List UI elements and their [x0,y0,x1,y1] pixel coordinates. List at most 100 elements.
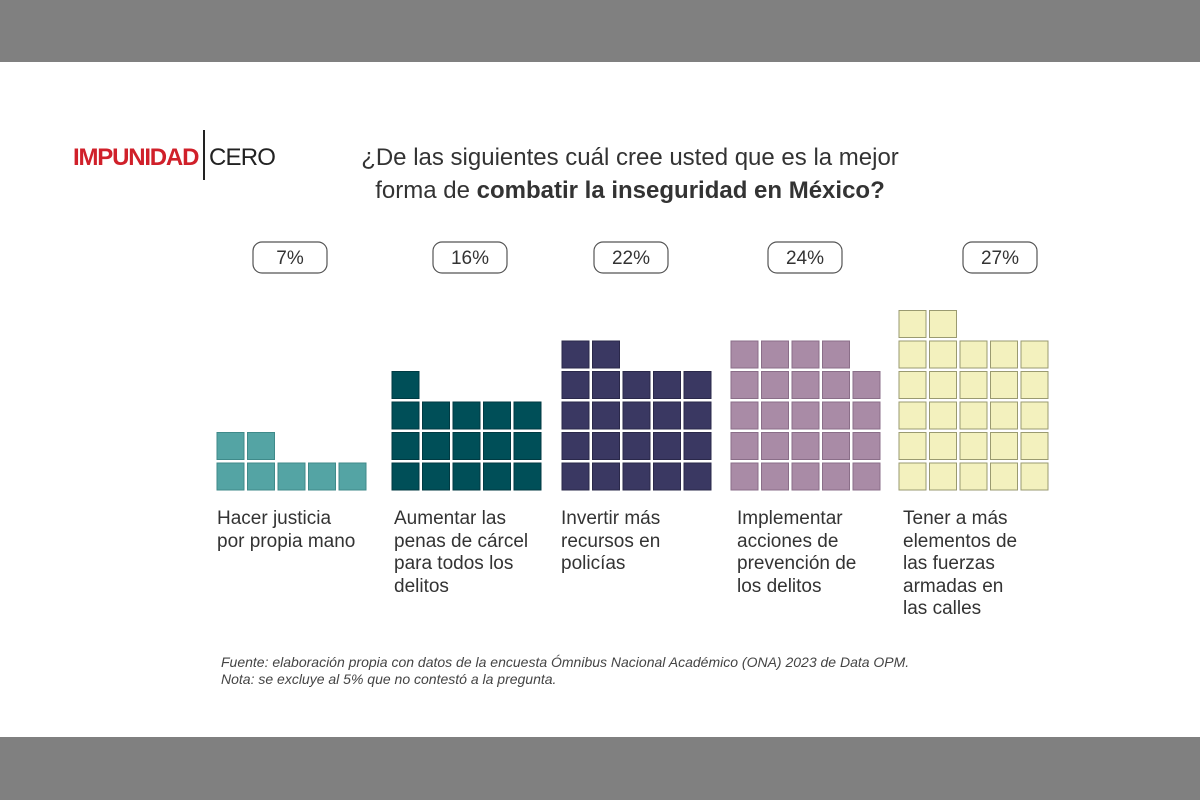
chart-title: ¿De las siguientes cuál cree usted que e… [280,141,980,207]
waffle-square [730,371,759,399]
category-label-line: policías [561,553,626,574]
waffle-square [929,340,957,369]
waffle-square [513,462,542,491]
waffle-square [822,432,850,460]
category-label: Aumentar las penas de cárcel para todos lo… [394,508,528,598]
value-label: 16% [451,248,489,269]
waffle-square [761,462,789,491]
waffle-square [216,462,245,491]
waffle-square [592,340,620,369]
waffle-column-2 [391,371,542,491]
waffle-square [277,462,306,491]
waffle-square [513,432,542,460]
waffle-square [422,462,450,491]
waffle-square [1020,462,1049,491]
value-label-box [962,241,1038,274]
waffle-square [959,462,988,491]
logo-main-text: IMPUNIDAD [73,144,199,171]
category-label-line: Invertir más [561,508,661,529]
title-line-2-bold: combatir la inseguridad en México? [476,177,885,204]
waffle-square [1020,401,1049,430]
waffle-square [216,432,245,460]
waffle-square [730,462,759,491]
category-label-line: las calles [903,598,982,619]
waffle-square [898,401,927,430]
waffle-square [592,371,620,399]
waffle-square [422,432,450,460]
waffle-square [791,340,820,369]
waffle-square [422,401,450,430]
waffle-square [391,462,420,491]
waffle-square [592,432,620,460]
waffle-column-5 [898,310,1049,491]
waffle-square [561,371,590,399]
note-text: Nota: se excluye al 5% que no contestó a… [221,671,557,687]
waffle-square [990,371,1018,399]
waffle-square [683,462,712,491]
waffle-square [822,401,850,430]
value-label-box [593,241,669,274]
value-label: 22% [612,248,650,269]
waffle-square [990,401,1018,430]
waffle-square [308,462,336,491]
waffle-column-1 [216,432,367,491]
waffle-square [452,401,481,430]
waffle-square [852,462,881,491]
waffle-square [653,462,681,491]
waffle-column-3 [561,340,712,491]
category-label-line: los delitos [737,575,822,597]
waffle-square [791,432,820,460]
waffle-square [683,432,712,460]
category-label-line: prevención de [737,553,857,574]
waffle-square [1020,371,1049,399]
category-label-line: acciones de [737,530,839,552]
category-label-line: Tener a más [903,508,1008,529]
waffle-square [898,462,927,491]
waffle-square [852,371,881,399]
category-label-line: elementos de [903,530,1018,552]
waffle-square [990,462,1018,491]
waffle-square [898,310,927,338]
waffle-square [653,432,681,460]
waffle-square [959,371,988,399]
category-label-line: las fuerzas [903,553,995,574]
waffle-square [592,462,620,491]
waffle-square [247,432,275,460]
waffle-square [898,371,927,399]
waffle-square [959,340,988,369]
waffle-square [452,432,481,460]
waffle-square [683,371,712,399]
title-line-2-plain: forma de [375,177,477,204]
waffle-square [852,432,881,460]
waffle-square [391,401,420,430]
value-label: 24% [786,248,824,269]
waffle-square [990,432,1018,460]
waffle-square [791,401,820,430]
waffle-square [513,401,542,430]
waffle-square [822,462,850,491]
category-label-line: para todos los [394,553,514,574]
value-label: 27% [981,248,1019,269]
category-label: Tener a más elementos de las fuerzas armada… [903,508,1017,621]
waffle-square [622,401,651,430]
waffle-square [761,371,789,399]
waffle-square [730,432,759,460]
waffle-square [898,432,927,460]
waffle-square [929,371,957,399]
category-label-line: armadas en [903,575,1004,597]
waffle-square [561,462,590,491]
waffle-square [561,340,590,369]
category-label: Implementar acciones de prevención de los d… [737,508,856,598]
waffle-column-4 [730,340,881,491]
waffle-square [483,401,511,430]
waffle-square [561,432,590,460]
waffle-square [791,371,820,399]
bottom-band [0,737,1200,800]
waffle-square [929,310,957,338]
title-line-1: ¿De las siguientes cuál cree usted que e… [361,144,899,171]
waffle-square [791,462,820,491]
category-label-line: delitos [394,575,449,597]
waffle-square [822,371,850,399]
waffle-square [592,401,620,430]
waffle-square [452,462,481,491]
